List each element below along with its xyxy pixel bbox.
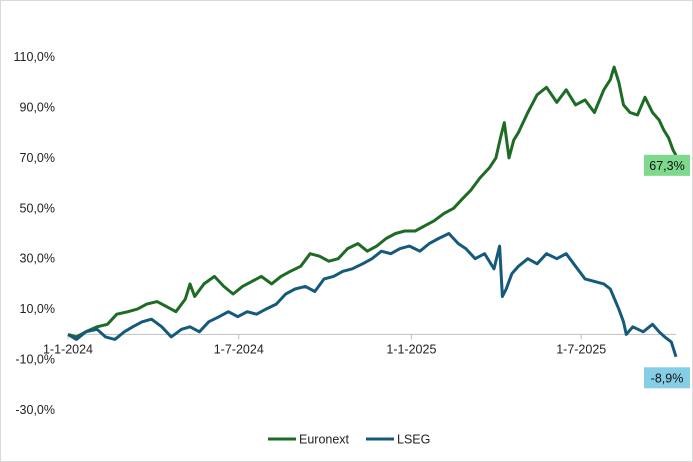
end-label-lseg: -8,9% xyxy=(644,367,690,389)
legend-item-euronext: Euronext xyxy=(268,433,350,447)
end-label-box xyxy=(644,367,690,389)
y-tick-label: 10,0% xyxy=(20,302,55,316)
end-label-value: -8,9% xyxy=(651,371,684,385)
y-tick-label: 90,0% xyxy=(20,100,55,114)
legend-label: Euronext xyxy=(299,433,350,447)
series-line-euronext xyxy=(67,65,678,339)
x-tick-label: 1-1-2025 xyxy=(386,342,436,356)
y-tick-label: 30,0% xyxy=(20,252,55,266)
y-tick-label: 50,0% xyxy=(20,201,55,215)
legend-label: LSEG xyxy=(397,433,430,447)
end-labels: 67,3% -8,9% xyxy=(644,154,690,389)
y-tick-label: -30,0% xyxy=(15,403,55,417)
legend-item-lseg: LSEG xyxy=(366,433,430,447)
y-tick-label: 70,0% xyxy=(20,151,55,165)
series-lines xyxy=(67,65,678,358)
x-tick-label: 1-7-2025 xyxy=(556,342,606,356)
end-label-box xyxy=(644,154,690,176)
y-tick-label: 110,0% xyxy=(14,50,55,64)
y-axis-ticks: -30,0% -10,0% 10,0% 30,0% 50,0% 70,0% 90,0% 110… xyxy=(14,50,55,417)
series-line-lseg xyxy=(67,232,678,358)
x-tick-label: 1-7-2024 xyxy=(214,342,264,356)
end-label-euronext: 67,3% xyxy=(644,154,690,176)
end-label-value: 67,3% xyxy=(649,159,684,173)
y-tick-label: -10,0% xyxy=(15,353,55,367)
legend: Euronext LSEG xyxy=(268,433,430,447)
x-tick-label: 1-1-2024 xyxy=(43,342,93,356)
x-axis-ticks: 1-1-2024 1-7-2024 1-1-2025 1-7-2025 xyxy=(43,334,606,356)
